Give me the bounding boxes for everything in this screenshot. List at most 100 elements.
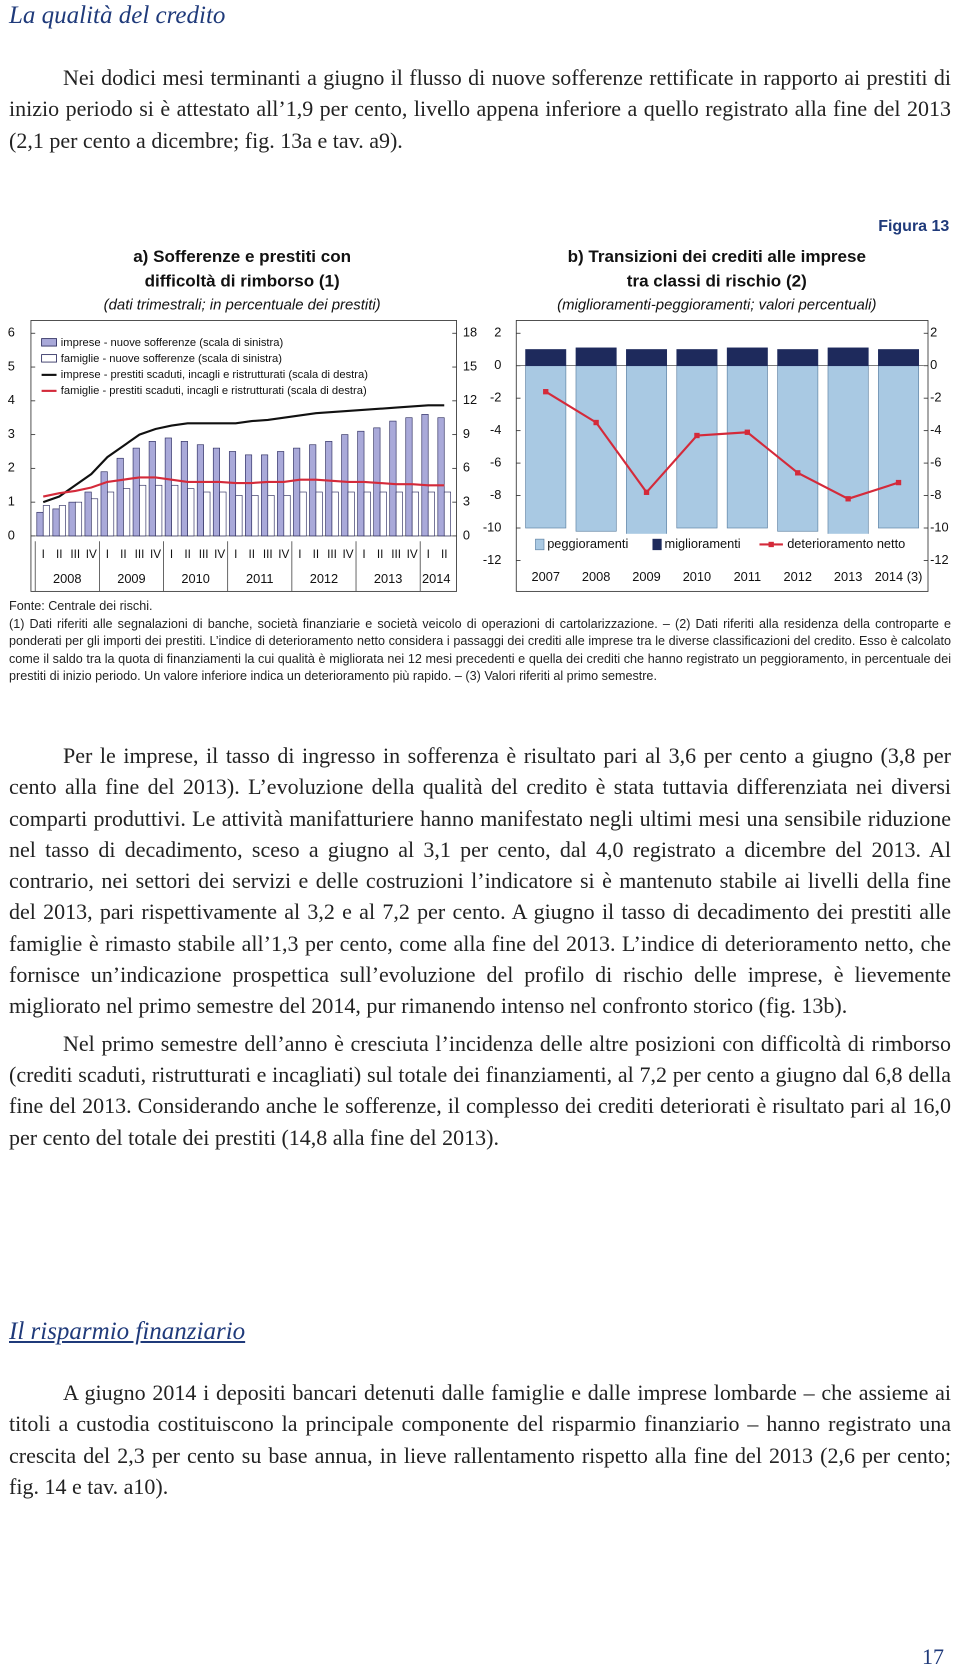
y-tick-label: -4 (490, 422, 501, 437)
y-tick-label-right: -12 (930, 552, 949, 567)
bar (575, 365, 617, 532)
bar (139, 484, 147, 537)
x-tick-label: I (106, 548, 109, 561)
x-tick-label: I (298, 548, 301, 561)
group-label: 2009 (117, 571, 145, 586)
bar (171, 484, 179, 537)
bar (91, 498, 99, 537)
legend-label: famiglie - prestiti scaduti, incagli e r… (61, 385, 367, 397)
x-tick-label: II (56, 548, 63, 561)
y-tick-label: -2 (490, 390, 501, 405)
bar (525, 349, 567, 367)
chart-title: a) Sofferenze e prestiti con (133, 247, 351, 266)
x-tick-label: 2010 (683, 569, 711, 584)
bar (437, 417, 445, 537)
bar (676, 349, 718, 367)
bar (777, 365, 819, 532)
legend-box (528, 533, 912, 556)
bar (827, 365, 869, 535)
chart-title: difficoltà di rimborso (1) (145, 272, 340, 291)
bar (325, 441, 333, 537)
bar (575, 347, 617, 367)
x-tick-label: I (170, 548, 173, 561)
x-tick-label: I (362, 548, 365, 561)
x-tick-label: IV (86, 548, 97, 561)
bar (389, 420, 397, 537)
bar (626, 365, 668, 535)
x-tick-label: 2008 (582, 569, 610, 584)
paragraph: Per le imprese, il tasso di ingresso in … (9, 743, 951, 1019)
x-tick-label: III (327, 548, 337, 561)
bar (74, 501, 83, 537)
bar (827, 347, 869, 367)
legend-label: imprese - nuove sofferenze (scala di sin… (61, 337, 284, 349)
notes: (1) Dati riferiti alle segnalazioni di b… (9, 616, 951, 684)
legend-label: imprese - prestiti scaduti, incagli e ri… (61, 369, 368, 381)
y-tick-label-right: -2 (930, 390, 941, 405)
chart-subtitle: (miglioramenti-peggioramenti; valori per… (557, 296, 876, 313)
x-tick-label: 2013 (834, 569, 862, 584)
bar (283, 495, 291, 537)
bar (309, 444, 317, 537)
group-label: 2014 (422, 571, 450, 586)
x-tick-label: III (199, 548, 209, 561)
bar (357, 430, 365, 537)
x-tick-label: III (135, 548, 145, 561)
plot-frame (515, 320, 929, 592)
legend-swatch (41, 354, 57, 363)
bar (405, 417, 413, 537)
bar (187, 488, 195, 537)
bar (267, 495, 275, 537)
section-heading: La qualità del credito (9, 2, 226, 29)
bar (261, 454, 269, 537)
x-tick-label: III (391, 548, 401, 561)
bar (676, 365, 718, 529)
bar (219, 491, 227, 537)
bar (726, 347, 768, 367)
y2-tick-label: 6 (463, 460, 470, 475)
line (43, 476, 445, 498)
bar (341, 434, 349, 537)
line (42, 404, 445, 504)
bar (228, 451, 237, 537)
line-marker (543, 389, 549, 395)
y-tick-label-right: -6 (930, 454, 941, 469)
line-marker (845, 496, 851, 502)
legend-swatch (768, 541, 774, 548)
line-marker (895, 479, 902, 486)
y-tick-label: -10 (483, 519, 502, 534)
y2-tick-label: 15 (463, 358, 477, 373)
y2-tick-label: 12 (463, 392, 477, 407)
bar (58, 505, 66, 537)
y-tick-label-right: -10 (930, 519, 949, 534)
y-tick-label: 3 (8, 426, 15, 441)
line (545, 390, 899, 500)
x-tick-label: IV (150, 548, 161, 561)
chart-subtitle: (dati trimestrali; in percentuale dei pr… (104, 296, 381, 313)
line-marker (795, 470, 801, 476)
bar (196, 444, 204, 537)
legend-swatch (535, 538, 545, 551)
bar (251, 495, 259, 537)
paragraph: A giugno 2014 i depositi bancari detenut… (9, 1380, 951, 1499)
x-tick-label: IV (278, 548, 289, 561)
x-tick-label: IV (214, 548, 225, 561)
legend-label: deterioramento netto (787, 536, 905, 551)
bar (427, 491, 435, 537)
y-tick-label-right: -8 (930, 487, 941, 502)
legend-swatch (652, 538, 662, 551)
bar (878, 365, 920, 529)
bar (726, 365, 768, 529)
paragraph: Nei dodici mesi terminanti a giugno il f… (9, 65, 951, 153)
bar (411, 491, 419, 537)
line-marker (744, 429, 750, 435)
text-block: Nei dodici mesi terminanti a giugno il f… (9, 62, 951, 162)
bar (277, 451, 285, 537)
bar (36, 511, 44, 537)
y2-tick-label: 0 (463, 527, 470, 542)
y-tick-label: 4 (8, 392, 15, 407)
bar (52, 508, 60, 537)
bar (777, 349, 819, 367)
bar (878, 349, 920, 367)
